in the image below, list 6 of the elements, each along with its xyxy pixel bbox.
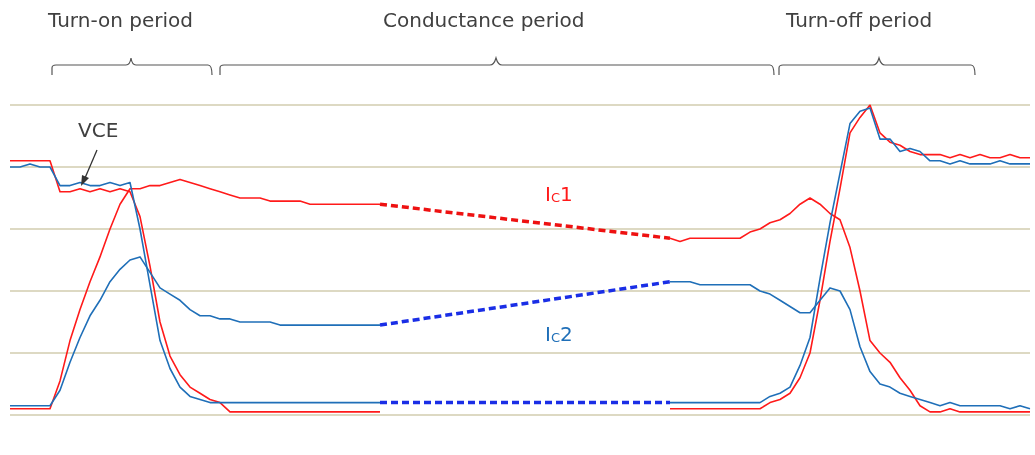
annotation: VCE [78, 118, 119, 142]
text: IC1 [545, 181, 573, 206]
text: IC2 [545, 321, 573, 346]
text: Turn-off period [785, 8, 933, 32]
text: Turn-on period [47, 8, 193, 32]
text: Conductance period [383, 8, 585, 32]
